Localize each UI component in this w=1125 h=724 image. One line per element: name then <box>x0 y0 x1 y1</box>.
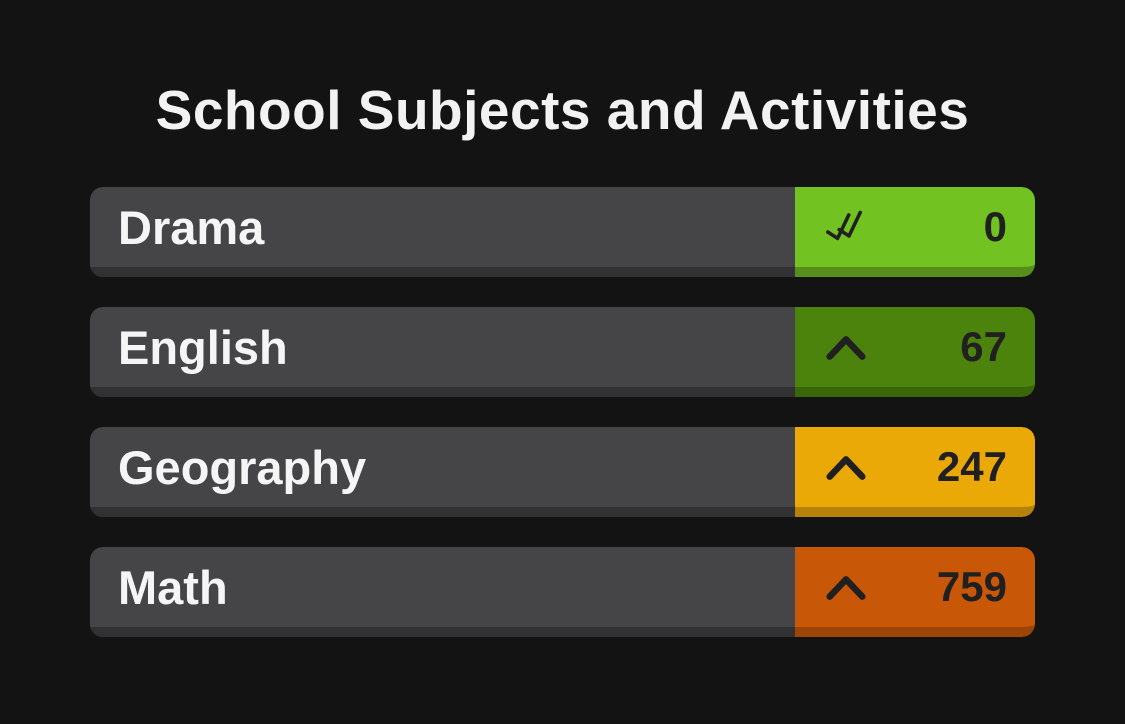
chevron-up-icon <box>823 451 869 483</box>
count-badge[interactable]: 759 <box>795 547 1035 637</box>
count-badge[interactable]: 67 <box>795 307 1035 397</box>
subject-label-section: Drama <box>90 187 795 277</box>
count-badge[interactable]: 0 <box>795 187 1035 277</box>
count-value: 67 <box>960 323 1007 370</box>
chevron-up-icon <box>823 571 869 603</box>
subject-row[interactable]: Math 759 <box>90 547 1035 637</box>
count-badge[interactable]: 247 <box>795 427 1035 517</box>
subject-list: Drama 0 English 67 <box>90 187 1035 637</box>
count-value: 247 <box>936 443 1007 490</box>
subject-label: Drama <box>118 200 265 254</box>
subject-label: Geography <box>118 440 367 494</box>
page-title: School Subjects and Activities <box>155 79 970 141</box>
count-value: 759 <box>936 563 1007 610</box>
chevron-up-icon <box>823 331 869 363</box>
double-check-icon <box>820 205 871 249</box>
subject-row[interactable]: Drama 0 <box>90 187 1035 277</box>
subject-row[interactable]: Geography 247 <box>90 427 1035 517</box>
count-value: 0 <box>983 203 1007 250</box>
subject-label-section: Geography <box>90 427 795 517</box>
subject-label: English <box>118 320 288 374</box>
subject-label: Math <box>118 560 228 614</box>
subject-label-section: Math <box>90 547 795 637</box>
subject-row[interactable]: English 67 <box>90 307 1035 397</box>
subject-label-section: English <box>90 307 795 397</box>
